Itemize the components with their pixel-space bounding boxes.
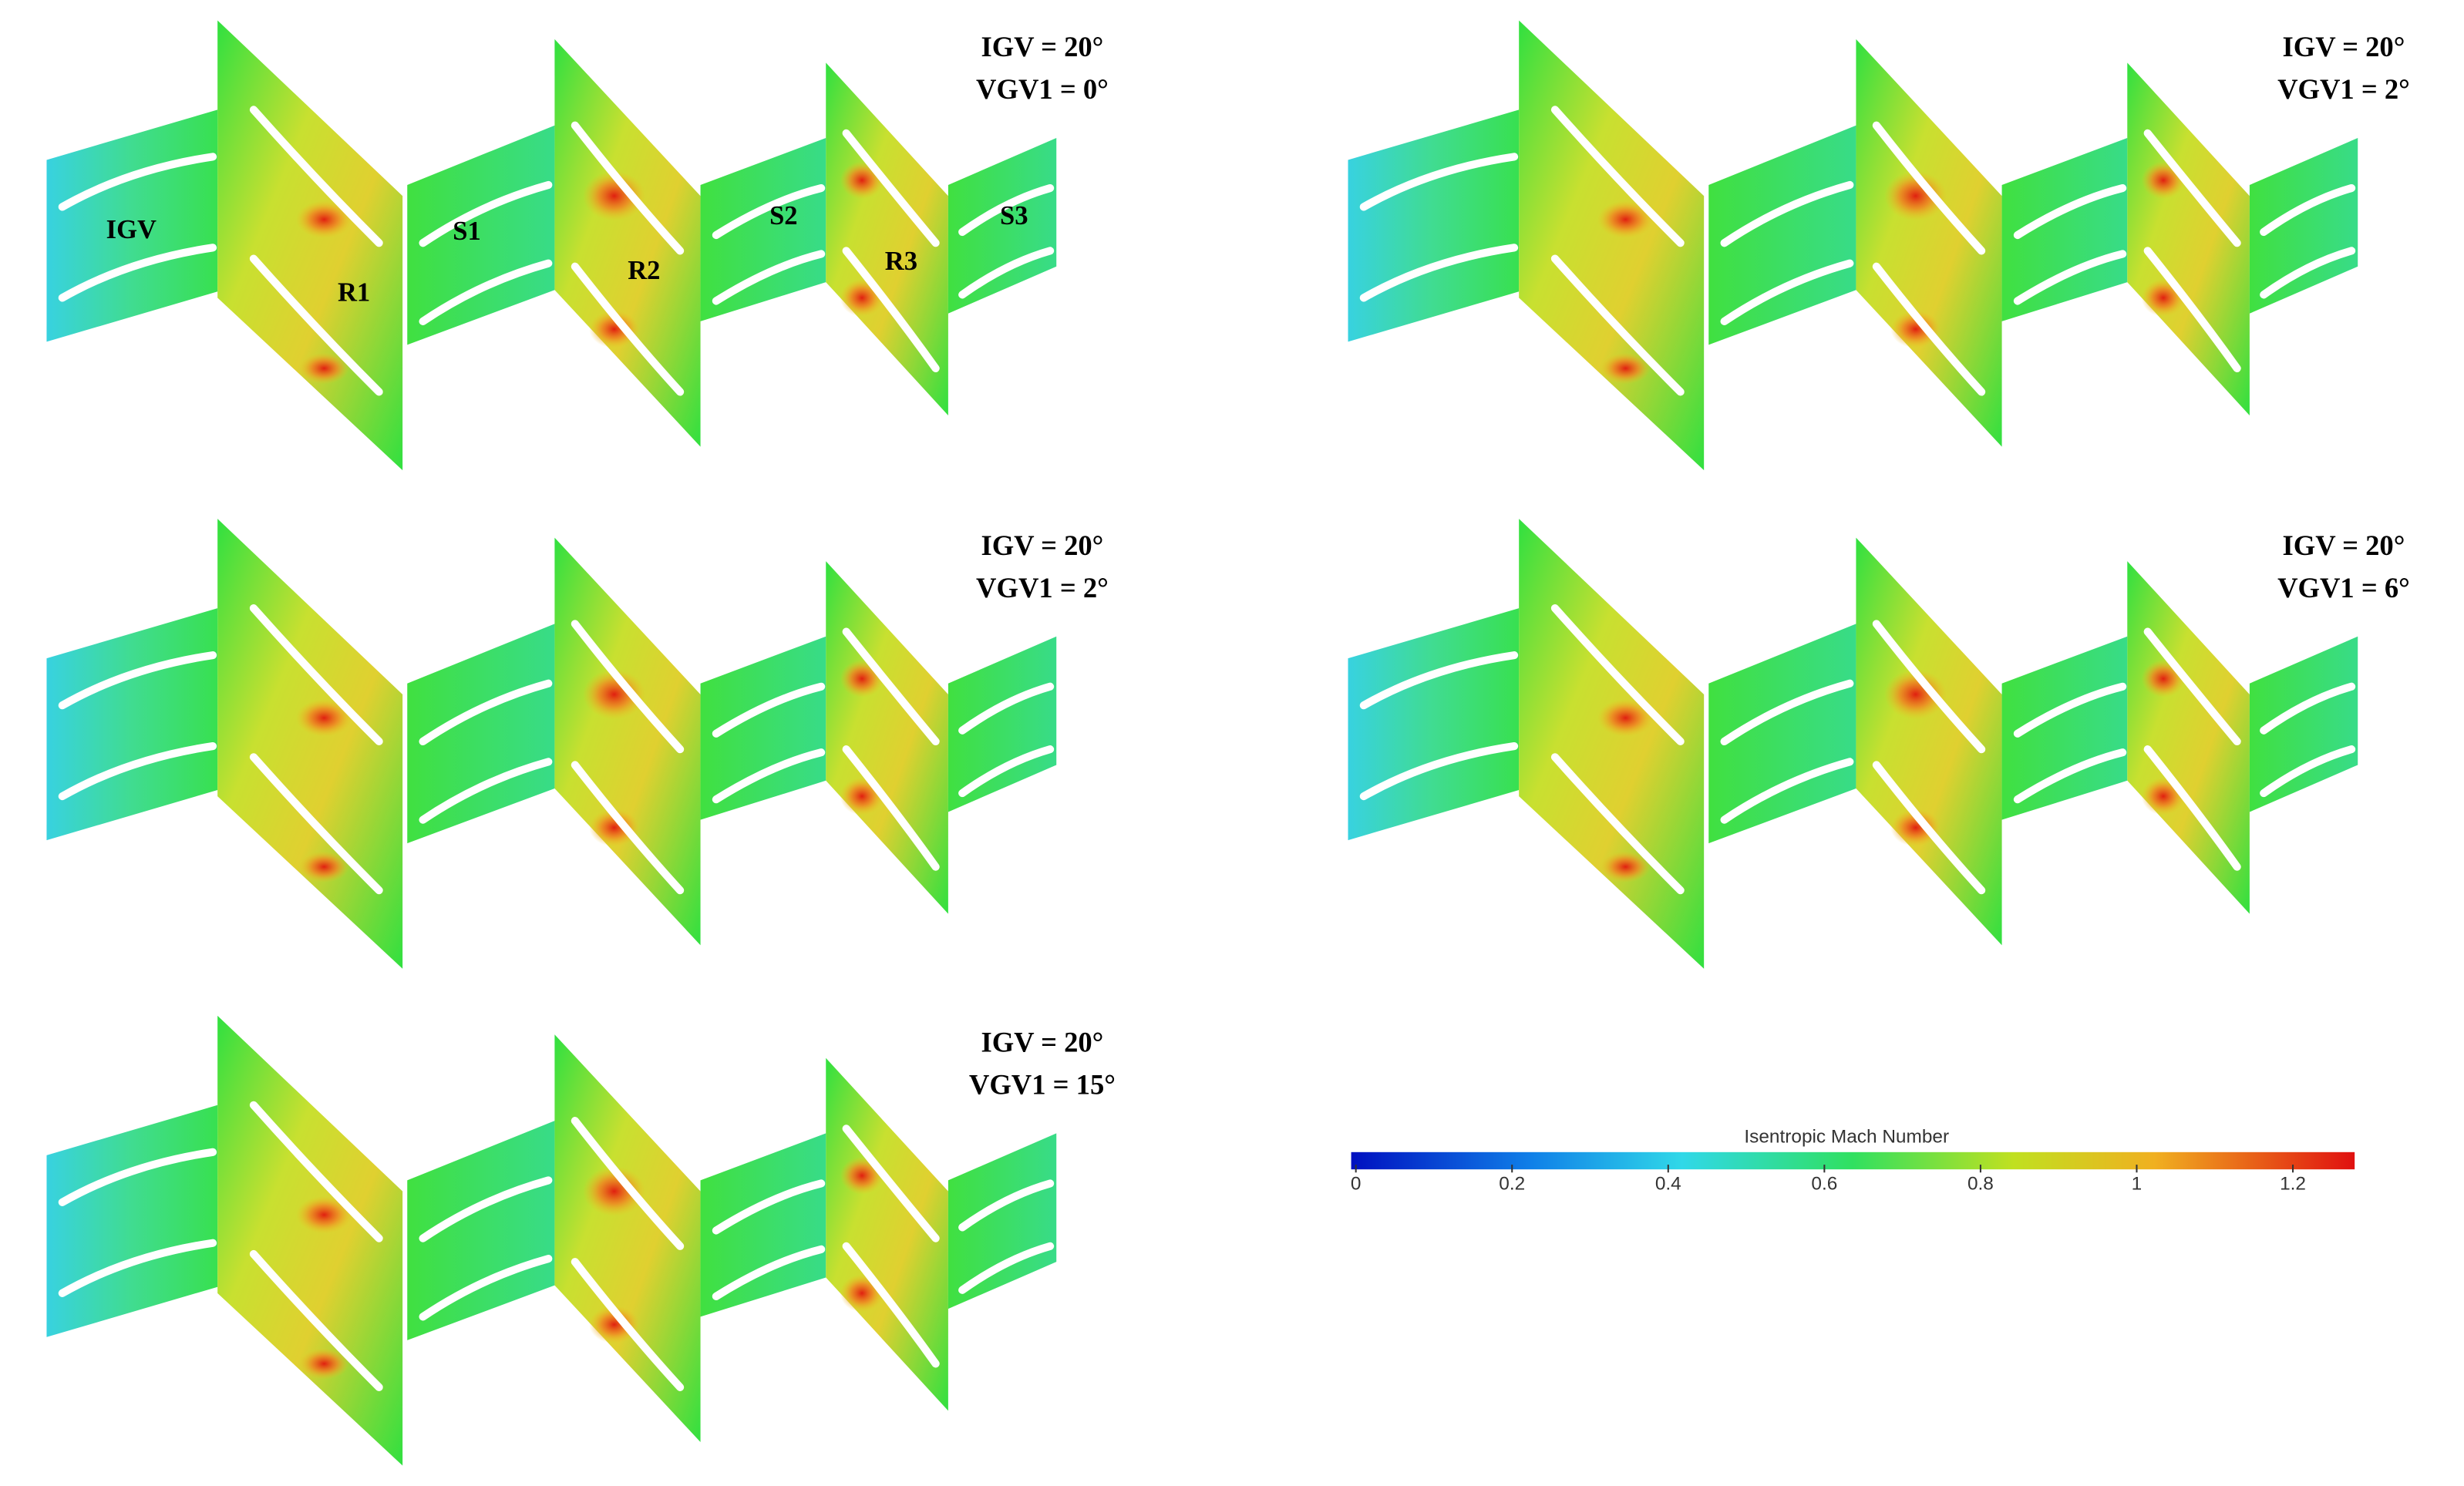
vgv-label: VGV1 = 2°: [2277, 73, 2410, 105]
colorbar-tick-label: 0.8: [1967, 1174, 1994, 1195]
vgv-label: VGV1 = 0°: [976, 73, 1109, 105]
contour-plot: [1348, 519, 2358, 969]
colorbar-tick-label: 0.6: [1811, 1174, 1837, 1195]
panel: IGV = 20° VGV1 = 6°: [1348, 519, 2410, 969]
blade-row-label: S2: [769, 201, 798, 230]
contour-plot: [46, 20, 1056, 470]
colorbar: [1351, 1151, 2355, 1170]
vgv-label: VGV1 = 15°: [969, 1069, 1116, 1101]
blade-row-label: IGV: [106, 215, 157, 244]
colorbar-title: Isentropic Mach Number: [1744, 1127, 1949, 1148]
blade-row-label: S3: [1000, 201, 1028, 230]
colorbar-tick-label: 0: [1351, 1174, 1362, 1195]
blade-row-label: R3: [885, 247, 917, 276]
colorbar-tick-label: 1: [2132, 1174, 2143, 1195]
contour-plot: [1348, 20, 2358, 470]
contour-plot: [46, 519, 1056, 969]
igv-label: IGV = 20°: [981, 530, 1103, 561]
igv-label: IGV = 20°: [2283, 530, 2405, 561]
vgv-label: VGV1 = 2°: [976, 572, 1109, 603]
colorbar-tick-label: 1.2: [2280, 1174, 2306, 1195]
colorbar-tick-label: 0.2: [1499, 1174, 1525, 1195]
panel: IGV = 20° VGV1 = 2°: [46, 519, 1109, 969]
colorbar-tick-label: 0.4: [1655, 1174, 1681, 1195]
panel: IGV = 20° VGV1 = 15°: [46, 1016, 1116, 1466]
blade-row-label: R1: [338, 277, 370, 307]
vgv-label: VGV1 = 6°: [2277, 572, 2410, 603]
blade-row-label: R2: [628, 256, 660, 285]
igv-label: IGV = 20°: [981, 1027, 1103, 1058]
contour-plot: [46, 1016, 1056, 1466]
igv-label: IGV = 20°: [2283, 31, 2405, 62]
panel: IGV = 20° VGV1 = 2°: [1348, 20, 2410, 470]
panel: IGV = 20° VGV1 = 0°: [46, 20, 1109, 470]
igv-label: IGV = 20°: [981, 31, 1103, 62]
blade-row-label: S1: [453, 217, 481, 246]
